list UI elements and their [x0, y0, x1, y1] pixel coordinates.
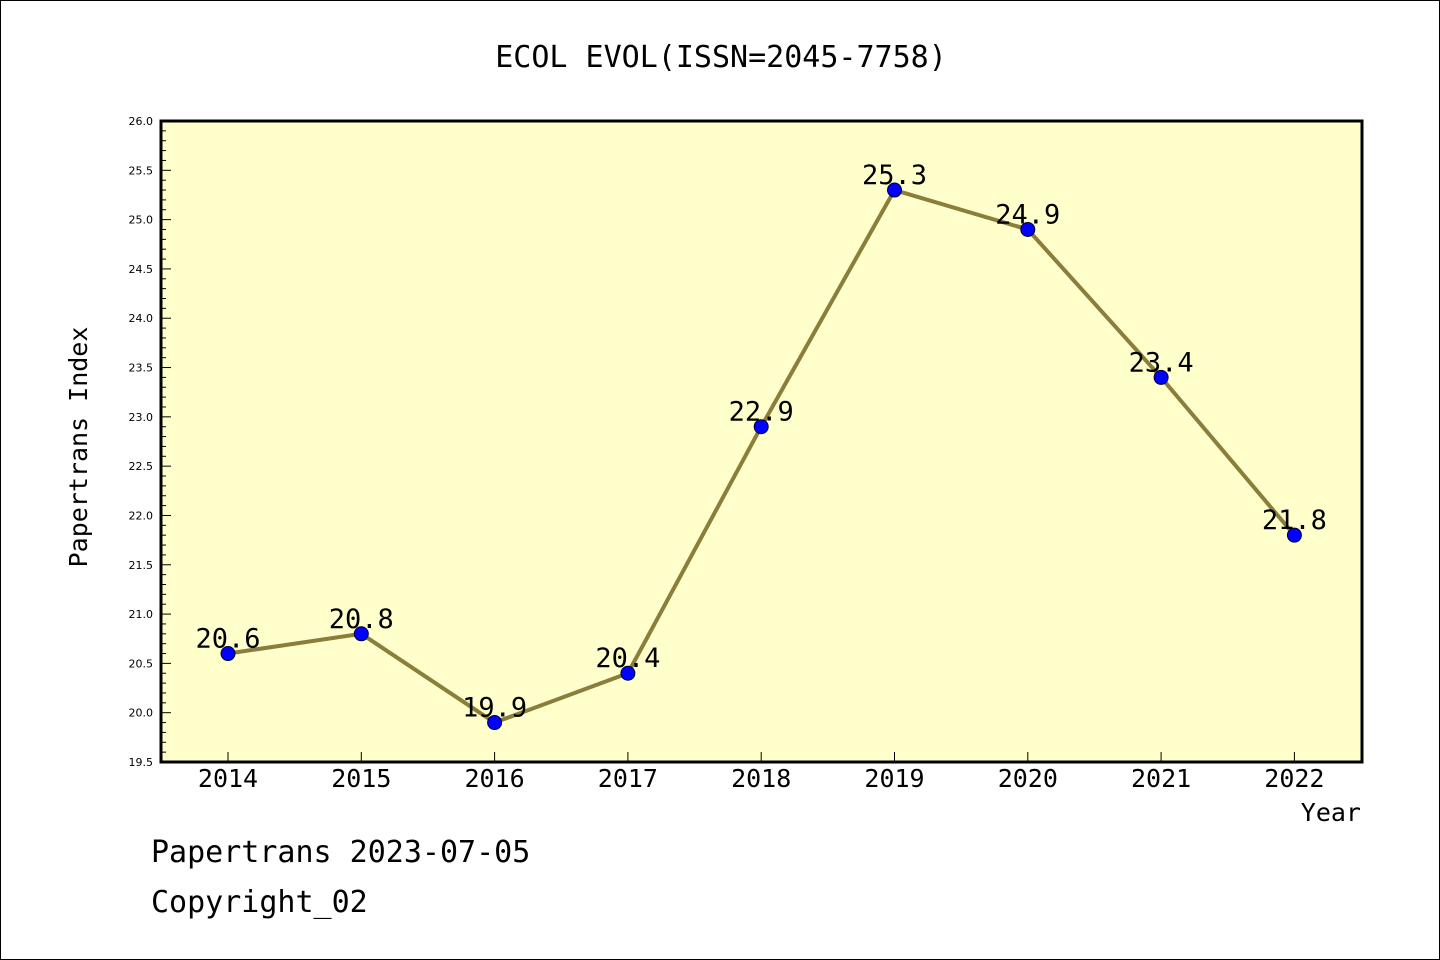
y-tick-label: 26.0 [129, 115, 154, 128]
y-tick-label: 22.0 [129, 509, 154, 522]
y-tick-label: 22.5 [129, 460, 154, 473]
x-tick-label: 2016 [464, 764, 524, 793]
data-label: 20.8 [329, 604, 394, 635]
y-tick-label: 21.0 [129, 608, 154, 621]
data-label: 24.9 [995, 199, 1060, 230]
x-tick-label: 2014 [198, 764, 258, 793]
x-tick-label: 2020 [998, 764, 1058, 793]
y-tick-label: 25.5 [129, 164, 154, 177]
data-point [487, 715, 503, 731]
y-tick-label: 20.0 [129, 707, 154, 720]
data-point [1020, 221, 1036, 237]
plot-area [159, 119, 1364, 764]
chart-title: ECOL EVOL(ISSN=2045-7758) [495, 40, 947, 75]
y-tick-label: 23.5 [129, 362, 154, 375]
footer-copyright: Copyright_02 [151, 885, 368, 920]
data-label: 19.9 [462, 693, 527, 724]
x-tick-label: 2022 [1264, 764, 1324, 793]
footer-date: Papertrans 2023-07-05 [151, 835, 531, 870]
series-markers [220, 182, 1302, 731]
data-label: 21.8 [1262, 505, 1327, 536]
y-tick-label: 24.5 [129, 263, 154, 276]
y-axis-label: Papertrans Index [64, 327, 93, 568]
y-tick-label: 20.5 [129, 657, 154, 670]
y-tick-label: 24.0 [129, 312, 154, 325]
x-tick-label: 2015 [331, 764, 391, 793]
data-point [753, 419, 769, 435]
data-label: 23.4 [1129, 347, 1194, 378]
x-axis-label: Year [1301, 798, 1361, 827]
data-point [620, 665, 636, 681]
x-axis: 2014 2015 2016 2017 2018 2019 2020 2021 2022 [198, 752, 1325, 793]
x-tick-label: 2019 [864, 764, 924, 793]
x-tick-label: 2018 [731, 764, 791, 793]
y-tick-label: 19.5 [129, 756, 154, 769]
y-tick-label: 21.5 [129, 559, 154, 572]
data-labels: 20.6 20.8 19.9 20.4 22.9 25.3 24.9 23.4 21.8 [195, 160, 1326, 724]
data-label: 22.9 [729, 397, 794, 428]
data-point [1153, 369, 1169, 385]
y-tick-label: 23.0 [129, 411, 154, 424]
y-tick-label: 25.0 [129, 214, 154, 227]
data-point [220, 646, 236, 662]
data-point [887, 182, 902, 198]
data-point [353, 626, 369, 642]
y-axis: 19.5 20.0 20.5 21.0 21.5 22.0 22.5 23.0 23.5 24.0… [129, 115, 171, 769]
data-label: 20.6 [195, 624, 260, 655]
x-tick-label: 2021 [1131, 764, 1191, 793]
x-tick-label: 2017 [598, 764, 658, 793]
data-label: 20.4 [595, 643, 660, 674]
data-point [1286, 527, 1302, 543]
data-label: 25.3 [862, 160, 927, 191]
